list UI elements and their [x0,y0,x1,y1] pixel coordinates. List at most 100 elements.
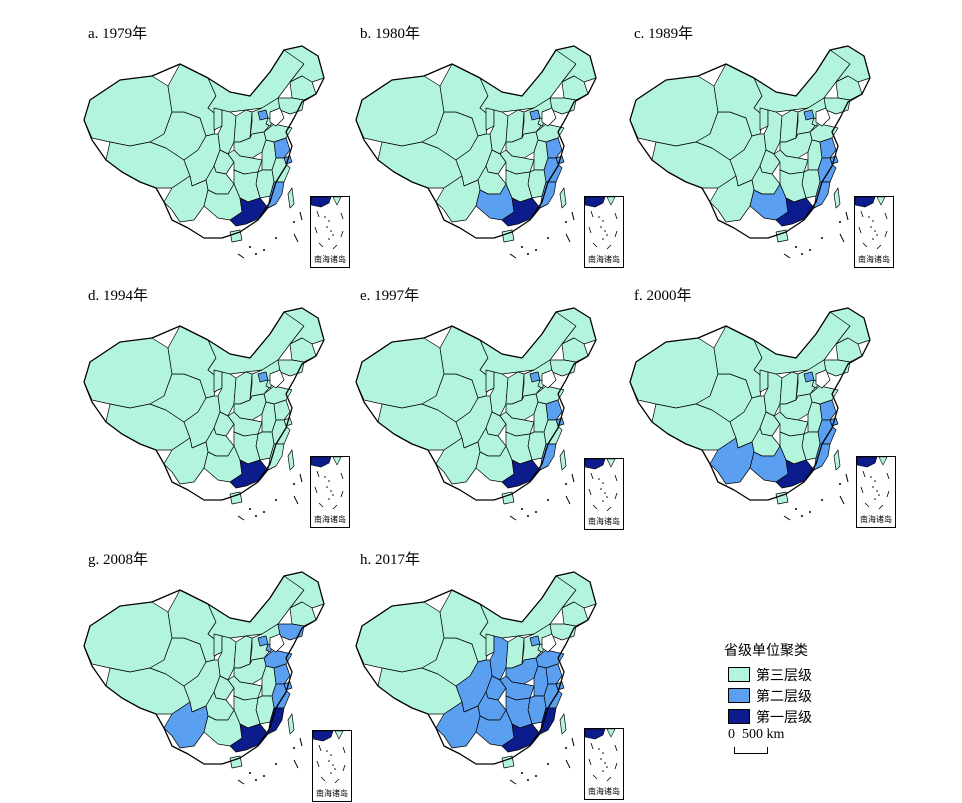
inset-taiwan [606,728,616,738]
inset-boundary-dash [316,470,320,478]
legend-label-tier3: 第三层级 [756,667,812,684]
inset-island-dot [870,476,872,478]
inset-boundary-dash [592,242,598,248]
province-ningxia [213,107,223,131]
province-taiwan [833,449,841,471]
province-guangdong [775,459,815,489]
island-dot [249,772,251,774]
province-jiangsu [273,399,291,421]
inset-boundary-dash [862,470,866,478]
inset-map [310,196,344,250]
province-beijing [257,109,269,121]
bohai-sea [815,369,831,389]
inset-boundary-dash [860,486,864,494]
inset-boundary-dash [614,762,618,770]
legend-item-tier1: 第一层级 [724,706,812,727]
sea-boundary-dash [509,253,517,259]
inset-boundary-dash [878,504,884,510]
south-china-sea-inset: 南海诸岛 [584,196,624,268]
sea-boundary-dash [839,495,845,505]
map-panel: g. 2008年 南海诸岛 [80,548,352,802]
inset-island-dot [330,490,332,492]
province-jiangsu [819,399,837,421]
sea-boundary-dash [509,515,517,521]
inset-boundary-dash [876,244,882,250]
inset-taiwan [878,456,888,466]
inset-taiwan [606,196,616,206]
inset-taiwan [334,730,344,740]
island-dot [293,747,295,749]
inset-taiwan [876,196,886,206]
inset-island-dot [606,496,608,498]
inset-boundary-dash [588,226,592,234]
sea-boundary-dash [299,211,303,221]
province-ningxia [213,633,223,657]
province-jiangsu [273,663,291,685]
inset-island-dot [600,226,602,228]
sea-boundary-dash [783,253,791,259]
panel-label: b. 1980年 [360,26,421,42]
inset-island-dot [602,238,604,240]
panel-label: a. 1979年 [88,26,148,42]
province-shanxi [505,635,525,669]
scale-label: 0 500 km [728,727,785,742]
inset-island-dot [876,234,878,236]
map-panel: c. 1989年 南海诸岛 [626,22,896,272]
inset-boundary-dash [340,472,344,480]
inset-boundary-dash [334,778,340,784]
island-dot [565,221,567,223]
inset-island-dot [602,220,604,222]
legend-item-tier2: 第二层级 [724,685,812,706]
sea-boundary-dash [565,233,571,243]
province-ningxia [485,369,495,393]
inset-island-dot [874,498,876,500]
inset-boundary-dash [884,212,888,220]
province-taiwan [287,449,295,471]
inset-boundary-dash [316,210,320,218]
island-dot [535,249,537,251]
bohai-sea [269,633,285,653]
inset-island-dot [598,748,600,750]
province-hubei [227,149,263,175]
south-china-sea-inset: 南海诸岛 [310,456,350,528]
inset-boundary-dash [342,764,346,772]
south-china-sea-inset: 南海诸岛 [312,730,352,802]
china-map [629,307,871,521]
inset-boundary-dash [342,746,346,754]
province-hubei [773,149,809,175]
island-dot [547,763,549,765]
inset-label: 南海诸岛 [316,789,348,798]
china-map [83,571,325,785]
inset-island-dot [330,754,332,756]
island-dot [275,237,277,239]
sea-boundary-dash [565,759,571,769]
island-dot [795,508,797,510]
map-panel: b. 1980年南海诸岛 [352,22,624,272]
inset-island-dot [598,216,600,218]
province-guangdong [229,723,269,753]
inset-island-dot [332,764,334,766]
inset-boundary-dash [320,776,326,782]
province-hubei [773,411,809,437]
province-beijing [529,371,541,383]
inset-boundary-dash [314,226,318,234]
inset-label: 南海诸岛 [588,255,620,264]
province-shanxi [233,109,253,143]
inset-label: 南海诸岛 [588,517,620,526]
inset-island-dot [878,494,880,496]
island-dot [839,221,841,223]
country-outline [629,307,871,501]
inset-boundary-dash [614,230,618,238]
inset-island-dot [328,238,330,240]
sea-boundary-dash [565,495,571,505]
province-taiwan [287,187,295,209]
sea-boundary-dash [509,779,517,785]
panel-label: d. 1994年 [88,288,149,304]
sea-boundary-dash [839,233,845,243]
inset-island-dot [876,490,878,492]
inset-boundary-dash [858,226,862,234]
inset-coast [312,730,334,742]
panel-label: h. 2017年 [360,552,421,568]
inset-island-dot [328,480,330,482]
inset-map [584,196,618,250]
